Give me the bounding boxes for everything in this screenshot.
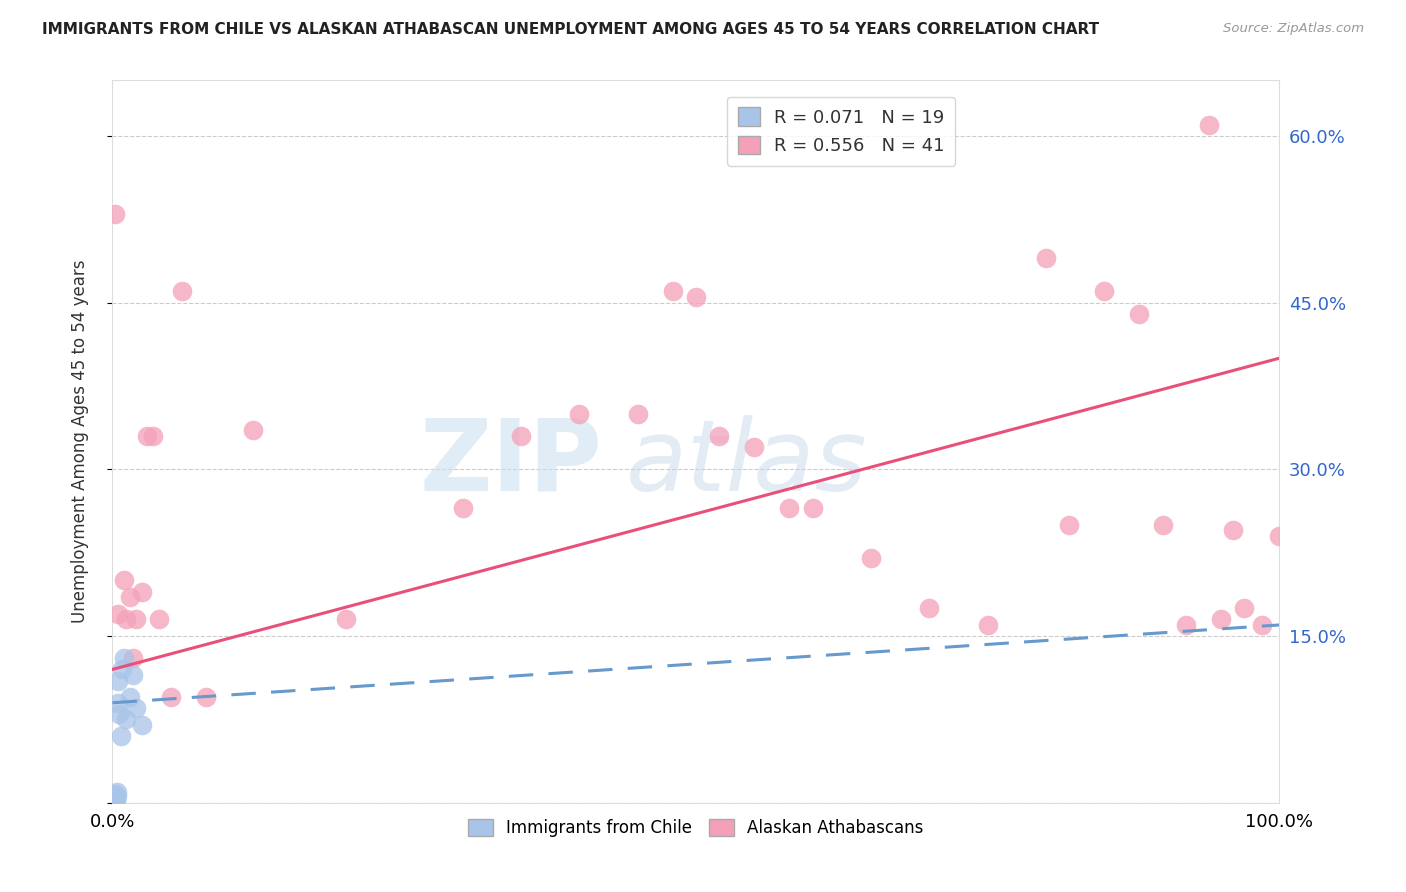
Point	[142, 429, 165, 443]
Point	[172, 285, 194, 299]
Point	[104, 791, 127, 805]
Point	[1175, 618, 1198, 632]
Point	[148, 612, 170, 626]
Point	[778, 501, 800, 516]
Point	[1251, 618, 1274, 632]
Point	[103, 794, 125, 808]
Text: IMMIGRANTS FROM CHILE VS ALASKAN ATHABASCAN UNEMPLOYMENT AMONG AGES 45 TO 54 YEA: IMMIGRANTS FROM CHILE VS ALASKAN ATHABAS…	[42, 22, 1099, 37]
Point	[1233, 601, 1256, 615]
Point	[451, 501, 474, 516]
Point	[105, 785, 128, 799]
Point	[110, 729, 132, 743]
Point	[685, 290, 707, 304]
Point	[1209, 612, 1232, 626]
Point	[627, 407, 650, 421]
Point	[860, 551, 883, 566]
Point	[568, 407, 591, 421]
Point	[115, 612, 138, 626]
Point	[131, 584, 153, 599]
Point	[103, 790, 125, 805]
Point	[160, 690, 183, 705]
Point	[1198, 118, 1220, 132]
Point	[125, 701, 148, 715]
Point	[242, 424, 264, 438]
Text: Source: ZipAtlas.com: Source: ZipAtlas.com	[1223, 22, 1364, 36]
Point	[107, 673, 129, 688]
Legend: Immigrants from Chile, Alaskan Athabascans: Immigrants from Chile, Alaskan Athabasca…	[460, 810, 932, 845]
Point	[1128, 307, 1150, 321]
Point	[136, 429, 159, 443]
Point	[335, 612, 357, 626]
Point	[104, 207, 127, 221]
Point	[122, 651, 145, 665]
Point	[709, 429, 731, 443]
Point	[194, 690, 217, 705]
Point	[112, 651, 135, 665]
Point	[509, 429, 531, 443]
Point	[801, 501, 824, 516]
Point	[118, 590, 141, 604]
Point	[108, 706, 131, 721]
Y-axis label: Unemployment Among Ages 45 to 54 years: Unemployment Among Ages 45 to 54 years	[70, 260, 89, 624]
Point	[1059, 517, 1081, 532]
Point	[104, 792, 127, 806]
Point	[104, 787, 127, 801]
Text: atlas: atlas	[626, 415, 868, 512]
Point	[107, 607, 129, 621]
Point	[976, 618, 998, 632]
Text: ZIP: ZIP	[420, 415, 603, 512]
Point	[111, 662, 134, 676]
Point	[744, 440, 766, 454]
Point	[118, 690, 141, 705]
Point	[1222, 524, 1244, 538]
Point	[104, 795, 127, 809]
Point	[125, 612, 148, 626]
Point	[1094, 285, 1116, 299]
Point	[918, 601, 941, 615]
Point	[122, 668, 145, 682]
Point	[107, 696, 129, 710]
Point	[105, 789, 128, 804]
Point	[1035, 251, 1057, 265]
Point	[131, 718, 153, 732]
Point	[112, 574, 135, 588]
Point	[115, 713, 138, 727]
Point	[661, 285, 683, 299]
Point	[1152, 517, 1174, 532]
Point	[1268, 529, 1291, 543]
